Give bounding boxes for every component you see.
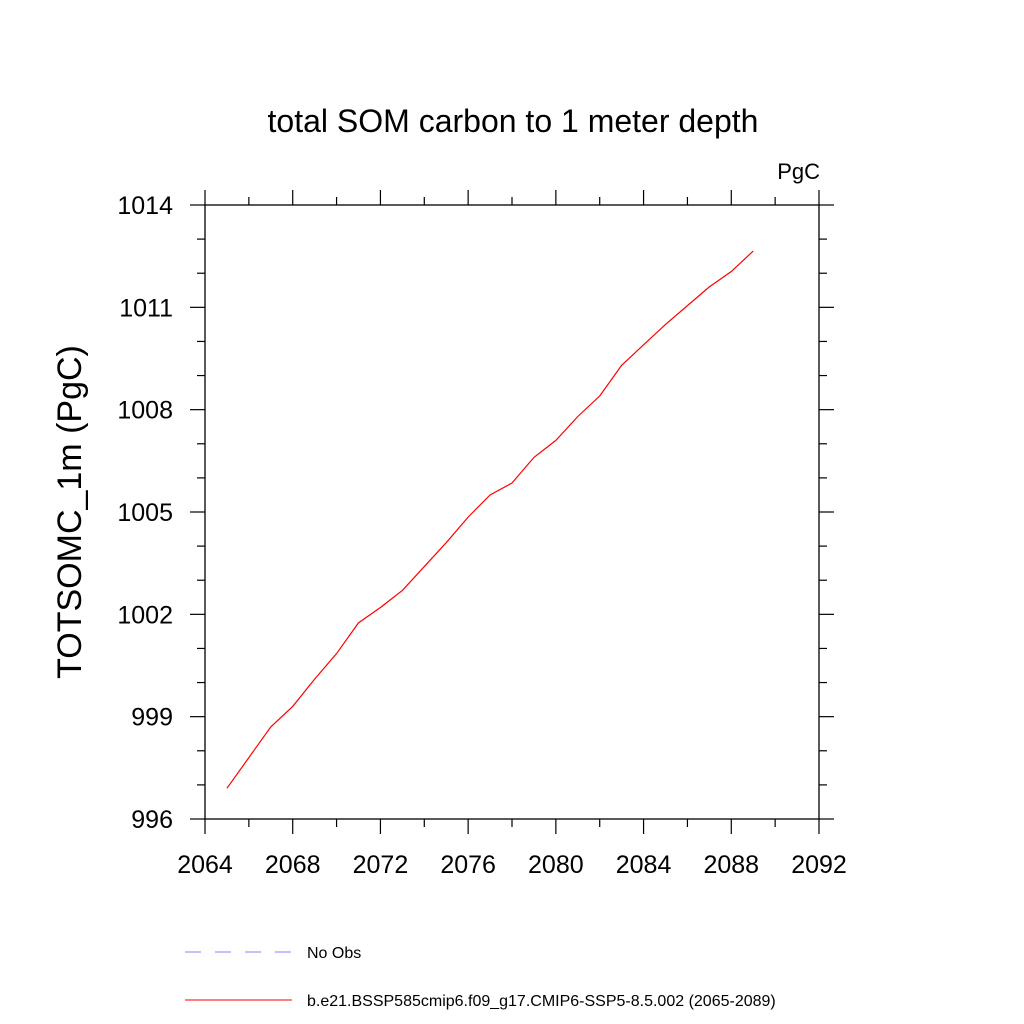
plot-frame bbox=[204, 204, 820, 820]
x-tick-label: 2080 bbox=[528, 851, 584, 879]
x-tick-label: 2092 bbox=[791, 851, 847, 879]
axis-tick-labels: 2064 2068 2072 2076 2080 2084 2088 2092 996 999 10… bbox=[117, 192, 846, 879]
series-lines bbox=[226, 250, 754, 789]
x-tick-label: 2072 bbox=[353, 851, 409, 879]
x-tick-label: 2084 bbox=[616, 851, 672, 879]
y-tick-label: 999 bbox=[131, 704, 173, 732]
units-label: PgC bbox=[777, 159, 820, 184]
axis-ticks bbox=[190, 190, 834, 834]
y-axis-label: TOTSOMC_1m (PgC) bbox=[51, 345, 89, 679]
y-tick-label: 1014 bbox=[117, 192, 173, 220]
y-tick-label: 1011 bbox=[119, 294, 173, 322]
series-line-1 bbox=[226, 250, 754, 789]
legend: No Obs b.e21.BSSP585cmip6.f09_g17.CMIP6-S… bbox=[185, 945, 776, 1010]
legend-label-1: b.e21.BSSP585cmip6.f09_g17.CMIP6-SSP5-8.… bbox=[307, 993, 776, 1010]
y-tick-label: 996 bbox=[131, 806, 173, 834]
chart-title: total SOM carbon to 1 meter depth bbox=[268, 103, 759, 139]
y-tick-label: 1002 bbox=[117, 601, 173, 629]
y-tick-label: 1005 bbox=[117, 499, 173, 527]
legend-label-0: No Obs bbox=[307, 945, 361, 962]
y-tick-label: 1008 bbox=[117, 397, 173, 425]
x-tick-label: 2068 bbox=[265, 851, 321, 879]
x-tick-label: 2088 bbox=[703, 851, 759, 879]
x-tick-label: 2064 bbox=[177, 851, 233, 879]
x-tick-label: 2076 bbox=[440, 851, 496, 879]
